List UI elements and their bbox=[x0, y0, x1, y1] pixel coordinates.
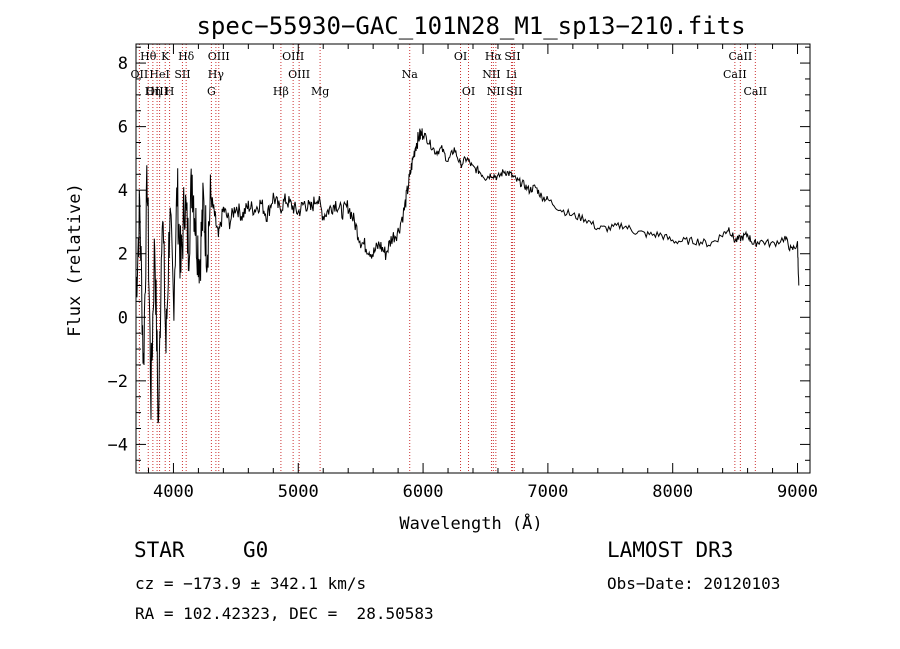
survey-name: LAMOST DR3 bbox=[607, 538, 734, 562]
line-label: Hη bbox=[145, 85, 161, 98]
line-label: Hθ bbox=[140, 50, 157, 63]
obs-date: Obs−Date: 20120103 bbox=[607, 574, 781, 593]
plot-axes bbox=[135, 43, 811, 474]
line-label: K bbox=[161, 50, 170, 63]
line-label: SII bbox=[174, 68, 190, 81]
line-label: CaII bbox=[723, 68, 747, 81]
x-tick-label: 8000 bbox=[652, 482, 693, 502]
line-label: Mg bbox=[311, 85, 329, 98]
line-label: OIII bbox=[282, 50, 304, 63]
plot-frame bbox=[135, 43, 811, 474]
coordinates: RA = 102.42323, DEC = 28.50583 bbox=[135, 604, 434, 623]
line-label: CaII bbox=[743, 85, 767, 98]
tick-labels: 4000 5000 6000 7000 8000 9000 −4 −2 0 2 4 6 8 bbox=[108, 54, 818, 502]
line-label: Na bbox=[402, 68, 419, 81]
line-label: Hγ bbox=[208, 68, 225, 81]
x-tick-label: 4000 bbox=[153, 482, 194, 502]
line-label: Hδ bbox=[178, 50, 195, 63]
x-tick-label: 6000 bbox=[403, 482, 444, 502]
line-label: CaII bbox=[729, 50, 753, 63]
redshift-cz: cz = −173.9 ± 342.1 km/s bbox=[135, 574, 367, 593]
line-label: HeI bbox=[149, 68, 169, 81]
line-label: SII bbox=[506, 85, 522, 98]
line-label: OII bbox=[131, 68, 149, 81]
spectrum-line bbox=[135, 128, 800, 424]
line-label: OIII bbox=[146, 85, 168, 98]
y-tick-label: 0 bbox=[118, 308, 128, 328]
line-label: G bbox=[207, 85, 216, 98]
spectrum-series bbox=[135, 128, 800, 424]
chart-title: spec−55930−GAC_101N28_M1_sp13−210.fits bbox=[196, 12, 745, 40]
line-label: Hα bbox=[485, 50, 503, 63]
object-class: STAR bbox=[134, 538, 185, 562]
y-tick-label: −2 bbox=[108, 372, 128, 392]
y-axis-label: Flux (relative) bbox=[65, 183, 85, 337]
line-label: Li bbox=[506, 68, 517, 81]
x-tick-label: 5000 bbox=[278, 482, 319, 502]
x-axis-label: Wavelength (Å) bbox=[399, 512, 542, 534]
line-label: OIII bbox=[288, 68, 310, 81]
x-tick-label: 7000 bbox=[527, 482, 568, 502]
y-tick-label: −4 bbox=[108, 435, 128, 455]
line-label: NII bbox=[487, 85, 505, 98]
y-tick-label: 4 bbox=[118, 181, 128, 201]
y-tick-label: 8 bbox=[118, 54, 128, 74]
x-tick-label: 9000 bbox=[777, 482, 818, 502]
line-label: Hβ bbox=[273, 85, 289, 98]
line-label: OI bbox=[462, 85, 475, 98]
y-tick-label: 2 bbox=[118, 245, 128, 265]
line-label: NII bbox=[482, 68, 500, 81]
line-label: OI bbox=[454, 50, 467, 63]
subclass: G0 bbox=[243, 538, 269, 562]
line-label: OIII bbox=[208, 50, 230, 63]
line-label: H bbox=[165, 85, 175, 98]
y-tick-label: 6 bbox=[118, 118, 128, 138]
line-label: SII bbox=[504, 50, 520, 63]
